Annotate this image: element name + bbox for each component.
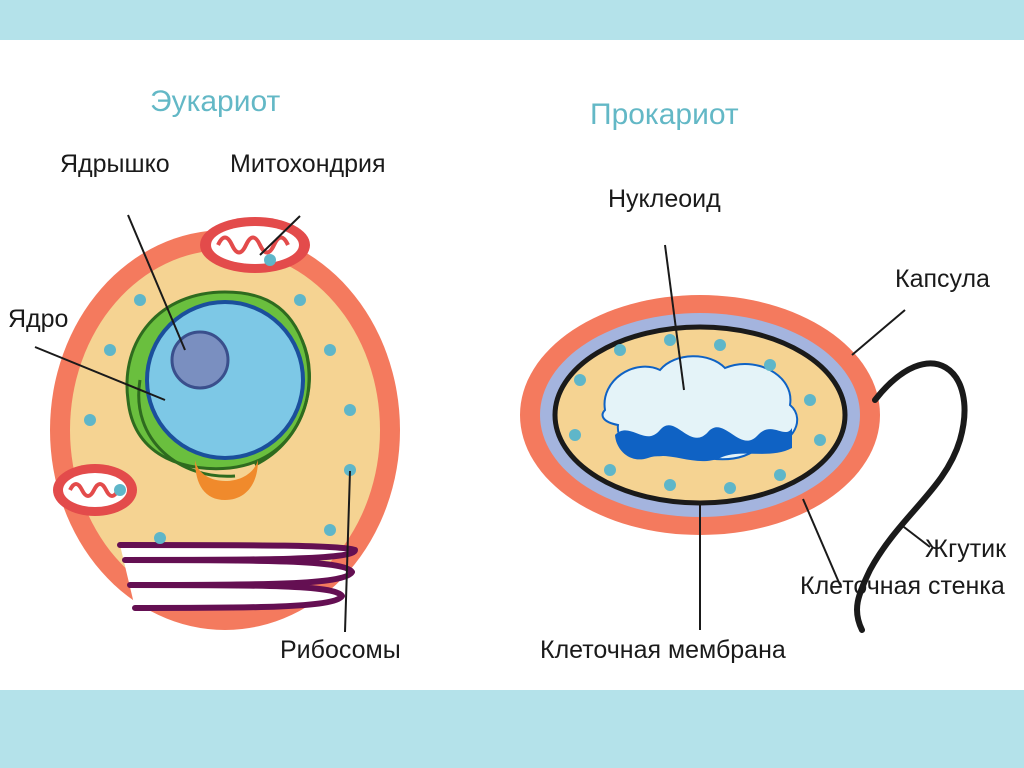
label-nucleoid: Нуклеоид (608, 185, 721, 214)
euk-golgi (120, 545, 355, 608)
label-nucleus: Ядро (8, 305, 68, 334)
euk-nucleus (147, 302, 303, 458)
label-mitochondrion: Митохондрия (230, 150, 386, 179)
label-cell-wall: Клеточная стенка (800, 572, 1005, 601)
label-capsule: Капсула (895, 265, 990, 294)
title-prokaryote: Прокариот (590, 98, 739, 132)
label-ribosomes: Рибосомы (280, 636, 401, 665)
label-flagellum: Жгутик (925, 535, 1006, 564)
title-eukaryote: Эукариот (150, 85, 280, 119)
label-cell-membrane: Клеточная мембрана (540, 636, 786, 665)
label-nucleolus: Ядрышко (60, 150, 170, 179)
euk-mitochondrion-top (200, 217, 310, 273)
diagram-page: Эукариот Прокариот Ядрышко Митохондрия Я… (0, 40, 1024, 690)
